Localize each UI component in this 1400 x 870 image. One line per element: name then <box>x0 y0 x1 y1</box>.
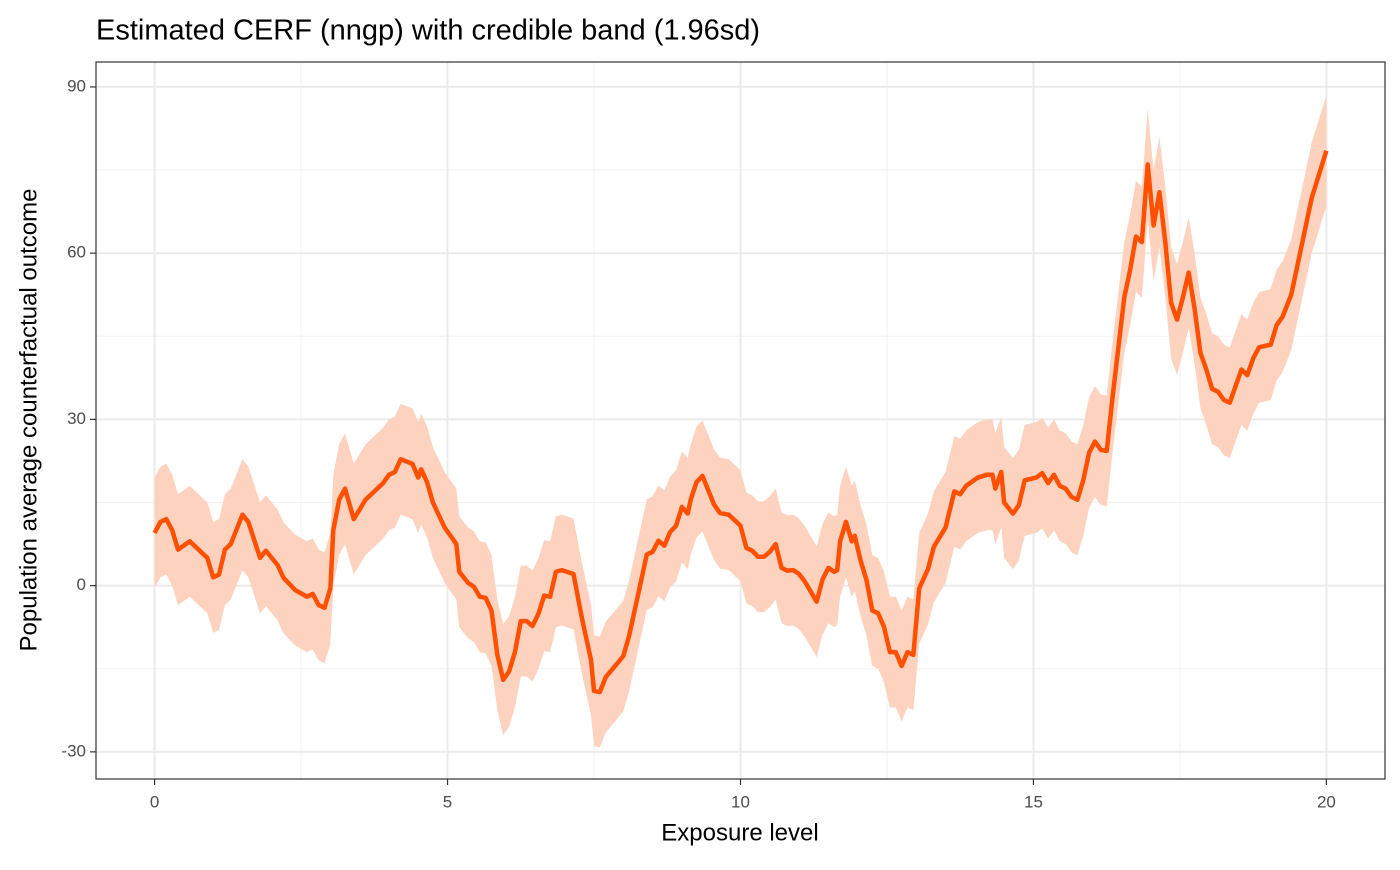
x-axis-title: Exposure level <box>661 819 818 846</box>
x-tick-label: 20 <box>1317 792 1336 811</box>
axes: 0 5 10 15 20 -30 0 30 60 90 <box>61 76 1335 811</box>
cerf-line <box>152 149 1329 695</box>
x-tick-label: 0 <box>150 792 159 811</box>
grid <box>96 62 1385 779</box>
y-tick-label: 90 <box>67 76 86 95</box>
chart-title: Estimated CERF (nngp) with credible band… <box>96 15 760 47</box>
y-tick-label: 0 <box>77 575 86 594</box>
x-tick-label: 10 <box>731 792 750 811</box>
y-tick-label: 30 <box>67 409 86 428</box>
y-axis-title: Population average counterfactual outcom… <box>15 189 42 652</box>
marks <box>152 95 1329 748</box>
y-tick-label: -30 <box>61 741 86 760</box>
credible-band <box>154 95 1327 748</box>
x-tick-label: 5 <box>443 792 452 811</box>
x-tick-label: 15 <box>1024 792 1043 811</box>
y-tick-label: 60 <box>67 243 86 262</box>
